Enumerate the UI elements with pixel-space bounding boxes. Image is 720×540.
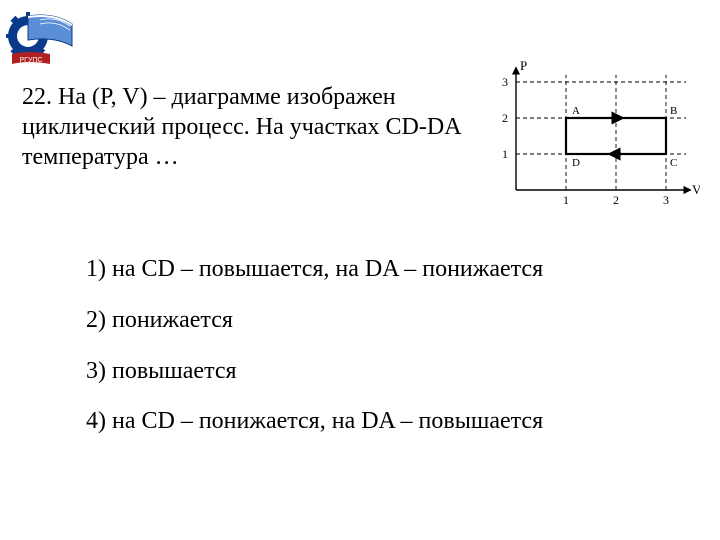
svg-text:D: D (572, 157, 580, 169)
question-text: 22. На (P, V) – диаграмме изображен цикл… (22, 82, 467, 172)
svg-text:A: A (572, 105, 580, 117)
svg-text:1: 1 (502, 147, 508, 161)
pv-diagram: P V 1 1 2 2 3 3 A B C D (480, 60, 700, 215)
svg-text:C: C (670, 157, 677, 169)
svg-text:P: P (520, 60, 527, 73)
svg-text:3: 3 (663, 193, 669, 207)
svg-text:3: 3 (502, 75, 508, 89)
svg-text:1: 1 (563, 193, 569, 207)
option-2: 2) понижается (86, 306, 676, 335)
svg-text:2: 2 (613, 193, 619, 207)
answer-options: 1) на CD – повышается, на DA – понижаетс… (86, 255, 676, 458)
option-4: 4) на CD – понижается, на DA – повышаетс… (86, 407, 676, 436)
university-logo: РГУПС (6, 6, 76, 66)
svg-text:V: V (692, 182, 700, 197)
logo-text: РГУПС (20, 57, 43, 64)
svg-text:2: 2 (502, 111, 508, 125)
svg-text:B: B (670, 105, 677, 117)
option-1: 1) на CD – повышается, на DA – понижаетс… (86, 255, 676, 284)
option-3: 3) повышается (86, 357, 676, 386)
